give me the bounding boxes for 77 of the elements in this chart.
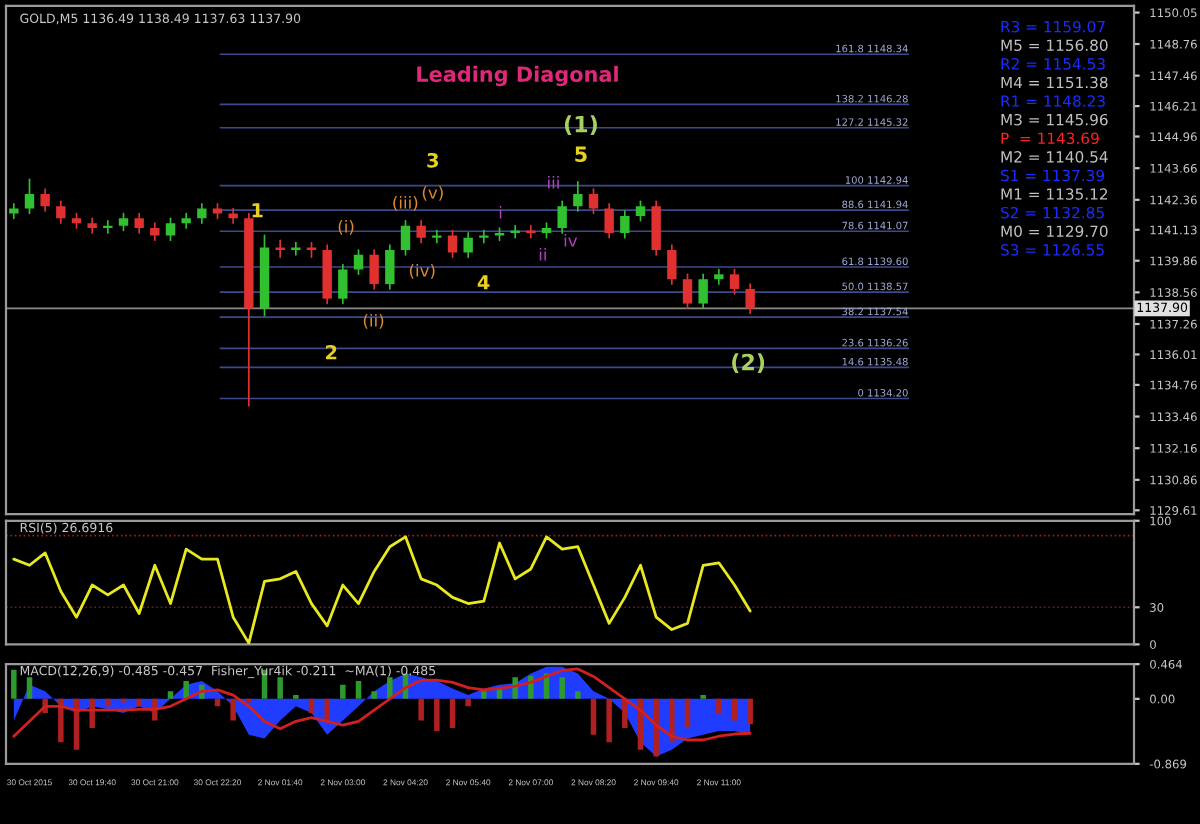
annotation: 5 — [575, 146, 587, 163]
bar — [575, 691, 581, 699]
annotation: 2 — [326, 344, 337, 360]
candlestick — [353, 249, 364, 276]
bar — [465, 698, 471, 707]
bar — [481, 691, 487, 699]
bar — [58, 698, 64, 743]
annotation: 4 — [477, 275, 490, 290]
annotation: (iv) — [409, 263, 435, 279]
annotation: iv — [564, 233, 578, 247]
bar — [653, 698, 659, 757]
candlestick — [400, 219, 411, 256]
candlestick — [338, 263, 348, 305]
bar — [11, 669, 17, 699]
candlestick — [620, 210, 630, 239]
annotation: (v) — [422, 185, 443, 201]
bar — [340, 684, 346, 699]
annotation: 3 — [427, 152, 439, 168]
annotation: i — [499, 205, 502, 219]
candlestick — [729, 268, 740, 295]
annotation: (ii) — [363, 313, 384, 329]
bar — [669, 698, 675, 743]
bar — [167, 691, 174, 699]
candlestick — [714, 268, 724, 285]
bar — [324, 698, 330, 721]
bar — [230, 698, 236, 721]
bar — [105, 698, 111, 707]
candlestick — [56, 200, 66, 225]
candlestick — [604, 202, 614, 239]
bar — [590, 698, 597, 735]
candlestick — [165, 217, 176, 242]
bar — [89, 698, 95, 729]
bar — [559, 677, 565, 699]
bar — [434, 698, 440, 732]
candlestick — [463, 232, 473, 259]
candlestick — [682, 273, 693, 310]
candlestick — [228, 207, 238, 225]
line-series — [12, 667, 752, 742]
bar — [731, 698, 738, 721]
annotation: ii — [539, 247, 546, 261]
candlestick — [635, 200, 646, 222]
candlestick — [416, 219, 426, 244]
candlestick — [181, 212, 191, 229]
bar — [606, 698, 612, 743]
bar — [716, 698, 722, 714]
annotation: Leading Diagonal — [417, 65, 618, 87]
candlestick — [197, 202, 207, 225]
bar — [449, 698, 456, 729]
bar — [747, 698, 753, 725]
candlestick — [667, 244, 677, 285]
bar — [26, 677, 33, 699]
bar — [622, 698, 628, 729]
candlestick — [698, 273, 708, 310]
bar — [183, 680, 189, 699]
bar — [136, 698, 142, 707]
candlestick — [385, 244, 395, 290]
line-series — [12, 535, 752, 645]
bar — [277, 677, 283, 699]
candlestick — [479, 229, 489, 244]
bar — [371, 691, 377, 699]
bar — [308, 698, 315, 714]
candlestick — [588, 188, 599, 215]
bar — [355, 680, 362, 699]
annotation: (iii) — [393, 195, 418, 211]
candlestick — [745, 283, 755, 315]
candlestick — [651, 200, 661, 256]
candlestick — [40, 188, 50, 212]
candlestick — [557, 200, 567, 234]
candlestick — [432, 229, 442, 244]
bar — [387, 677, 393, 699]
bar — [418, 698, 424, 721]
bar — [684, 698, 691, 729]
candlestick — [24, 178, 35, 215]
candlestick — [573, 180, 583, 212]
candlestick — [447, 229, 458, 259]
candlestick — [134, 212, 144, 234]
candlestick — [369, 249, 379, 290]
